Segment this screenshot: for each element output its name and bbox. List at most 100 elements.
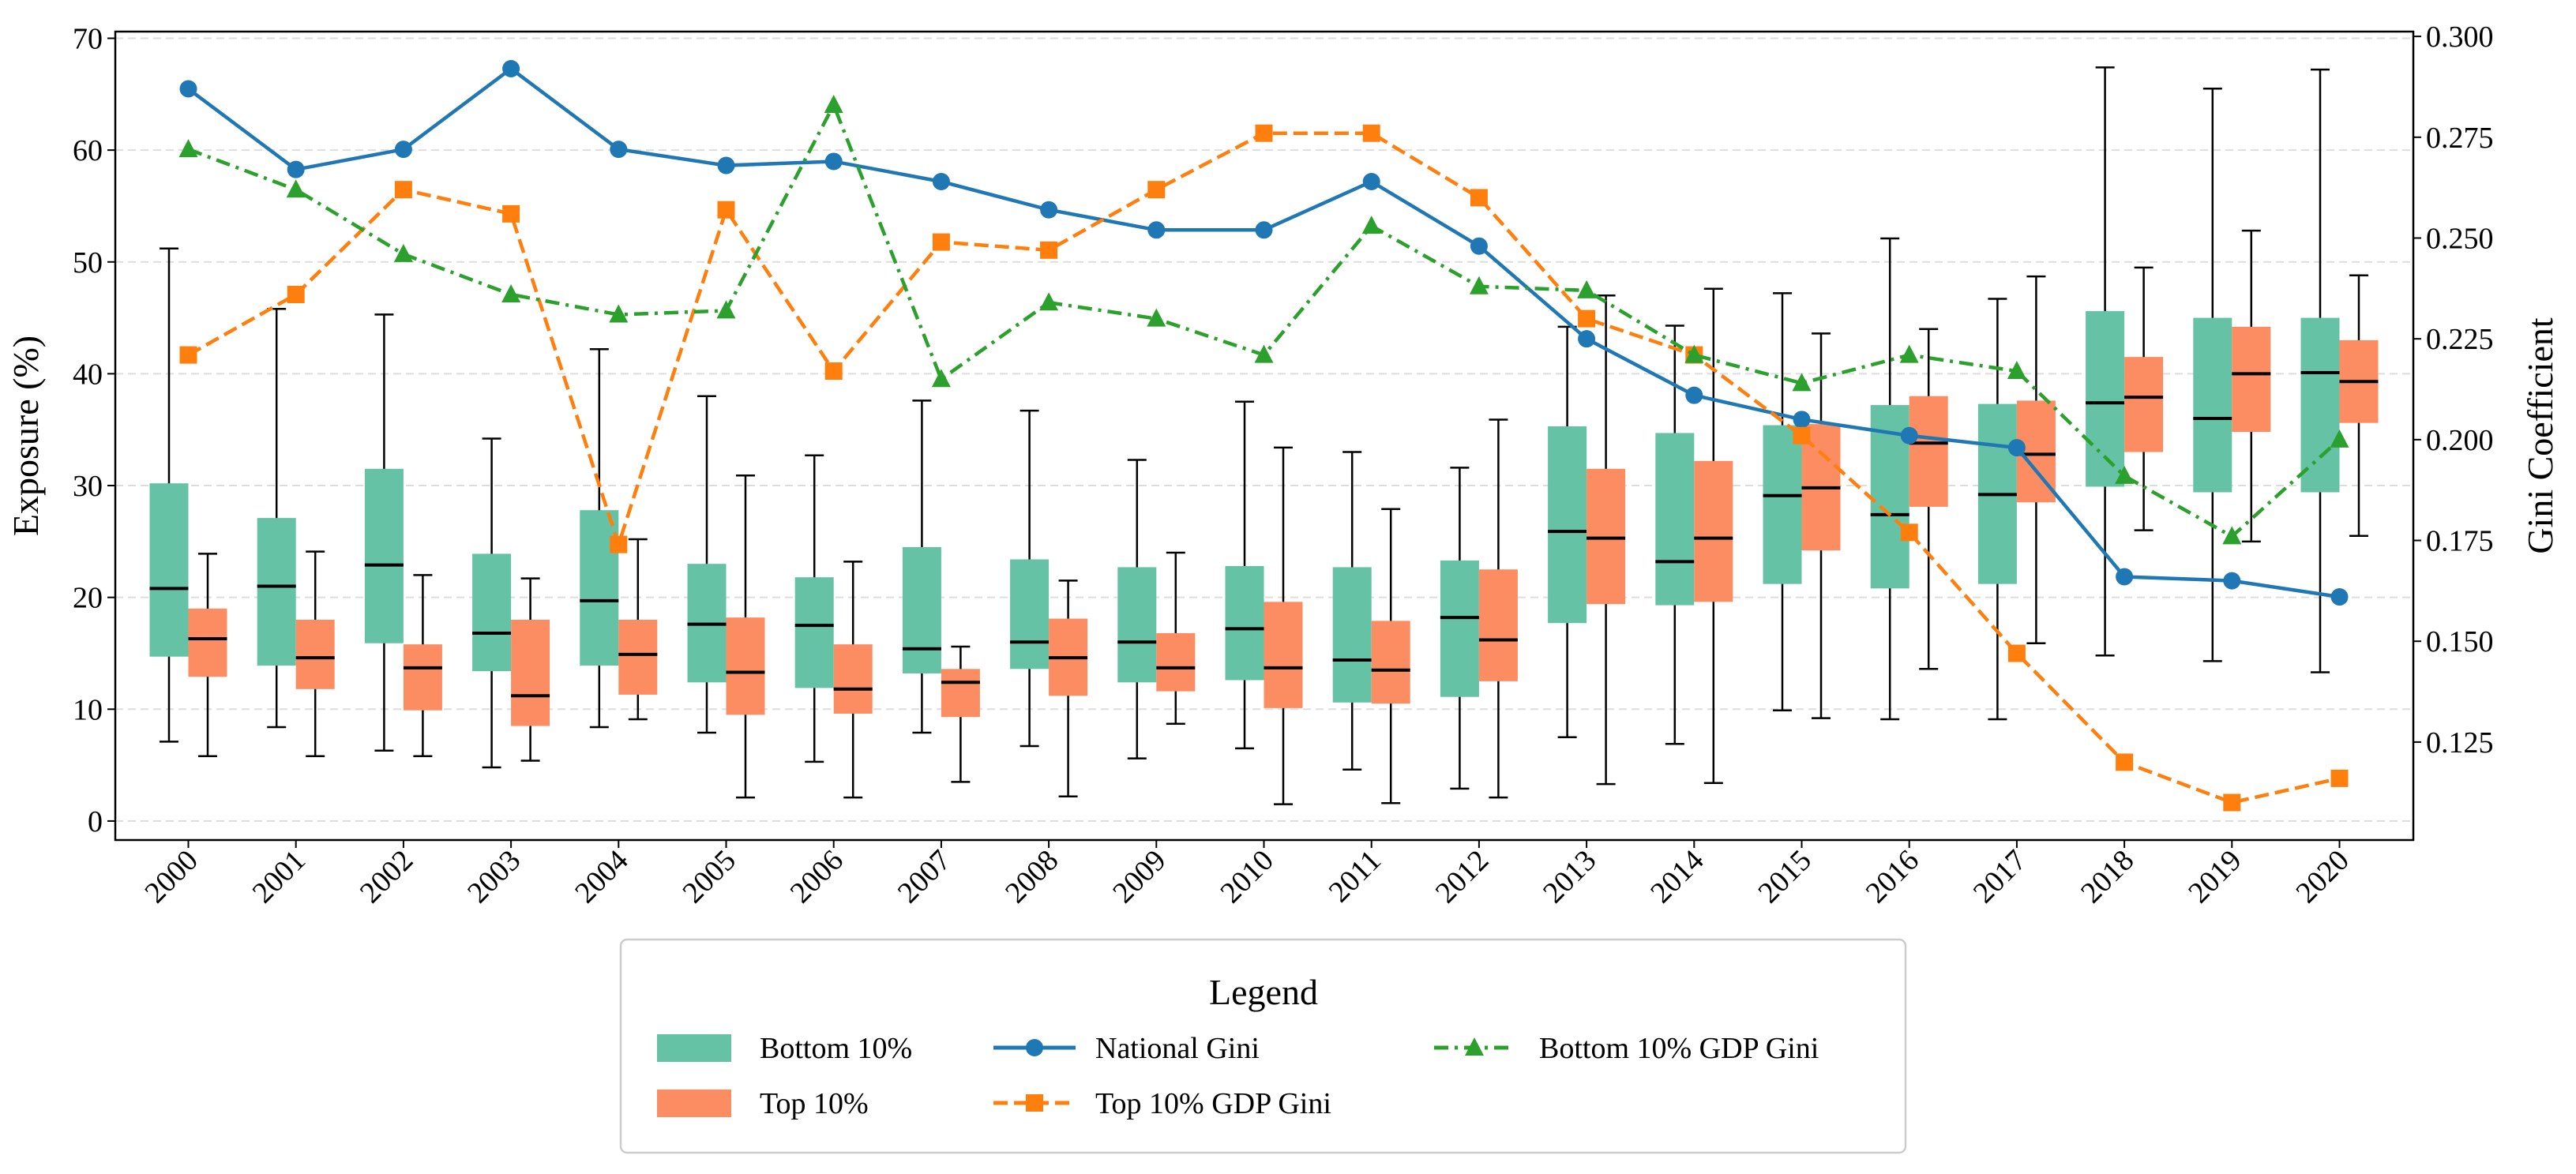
box-iqr [1010, 559, 1050, 670]
legend-marker-circle [1026, 1039, 1043, 1056]
marker-point [178, 139, 198, 158]
box-iqr [403, 644, 442, 711]
y2-tick-label: 0.225 [2426, 323, 2494, 356]
box-bottom-10 [149, 247, 189, 743]
box-top-10 [2124, 266, 2164, 531]
marker-point [2007, 361, 2026, 380]
x-tick-label: 2020 [2289, 844, 2355, 910]
gini-lines [178, 59, 2349, 812]
marker-point [824, 152, 843, 171]
marker-point [394, 141, 412, 159]
box-iqr [1909, 396, 1948, 507]
marker-point [287, 285, 305, 303]
box-bottom-10 [794, 454, 834, 763]
marker-point [502, 204, 520, 223]
legend-label: Top 10% GDP Gini [1095, 1087, 1331, 1120]
marker-point [1147, 308, 1166, 327]
box-top-10 [1371, 508, 1410, 805]
box-top-10 [1049, 579, 1088, 798]
y-tick-label: 50 [73, 246, 103, 279]
marker-point [287, 160, 305, 178]
box-top-10 [1264, 446, 1303, 805]
box-iqr [1478, 569, 1518, 681]
box-bottom-10 [1332, 451, 1372, 771]
x-tick-label: 2001 [246, 844, 312, 910]
box-iqr [1655, 433, 1695, 606]
marker-point [2222, 526, 2242, 545]
box-top-10 [1156, 551, 1196, 725]
box-top-10 [1801, 332, 1841, 719]
marker-point [179, 346, 197, 364]
marker-point [1469, 276, 1489, 294]
box-iqr [902, 546, 941, 673]
marker-point [1147, 181, 1166, 199]
y-tick-label: 60 [73, 134, 103, 167]
x-tick-label: 2011 [1323, 844, 1388, 909]
marker-point [1254, 344, 1274, 363]
marker-point [1470, 189, 1488, 207]
y-tick-label: 70 [73, 22, 103, 55]
box-iqr [1156, 632, 1196, 692]
y2-tick-label: 0.275 [2426, 122, 2494, 155]
marker-point [717, 201, 735, 219]
box-iqr [1225, 566, 1264, 681]
x-tick-label: 2006 [784, 844, 850, 910]
box-top-10 [2339, 274, 2379, 538]
marker-point [1147, 221, 1166, 239]
marker-point [824, 362, 843, 381]
box-top-10 [403, 574, 442, 758]
box-iqr [188, 608, 227, 677]
box-iqr [580, 510, 619, 666]
y-tick-label: 0 [88, 805, 103, 838]
marker-point [2330, 429, 2349, 448]
y2-tick-label: 0.200 [2426, 424, 2494, 457]
marker-point [2115, 465, 2135, 484]
marker-point [1793, 426, 1811, 444]
legend-title: Legend [1209, 972, 1318, 1012]
x-tick-label: 2005 [676, 844, 742, 910]
box-iqr [726, 617, 765, 715]
box-bottom-10 [1225, 400, 1264, 750]
marker-point [1255, 124, 1273, 142]
marker-point [2116, 568, 2134, 586]
marker-point [286, 179, 306, 198]
box-iqr [472, 553, 512, 672]
marker-point [716, 300, 736, 319]
box-iqr [794, 577, 834, 688]
y2-tick-label: 0.175 [2426, 525, 2494, 558]
y2-tick-label: 0.150 [2426, 625, 2494, 658]
box-bottom-10 [257, 307, 296, 729]
box-top-10 [1909, 328, 1948, 670]
legend-label: National Gini [1095, 1032, 1260, 1065]
box-iqr [295, 619, 335, 689]
legend-marker-triangle [1465, 1037, 1484, 1056]
x-tick-label: 2007 [892, 844, 957, 910]
box-iqr [1332, 567, 1372, 703]
marker-point [2223, 793, 2241, 812]
box-iqr [833, 644, 873, 714]
y2-axis-label: Gini Coefficient [2520, 317, 2560, 554]
x-tick-label: 2004 [569, 844, 634, 910]
y-tick-label: 30 [73, 470, 103, 503]
marker-point [1577, 279, 1597, 298]
box-iqr [364, 468, 404, 643]
marker-point [609, 304, 629, 323]
box-top-10 [1478, 418, 1518, 799]
legend: Legend Bottom 10% Top 10% National Gini … [619, 938, 1907, 1154]
marker-point [932, 233, 950, 251]
plot-frame [114, 30, 2415, 842]
box-top-10 [1587, 294, 1626, 786]
marker-point [502, 59, 520, 77]
marker-point [2007, 644, 2026, 662]
box-top-10 [511, 577, 550, 762]
y-tick-label: 10 [73, 693, 103, 726]
box-top-10 [726, 474, 765, 799]
x-tick-label: 2017 [1967, 844, 2033, 910]
box-top-10 [188, 553, 227, 758]
marker-point [932, 172, 950, 190]
box-iqr [1763, 425, 1802, 584]
box-iqr [1548, 426, 1587, 624]
x-tick-label: 2003 [461, 844, 527, 910]
box-iqr [2086, 311, 2125, 487]
x-tick-label: 2009 [1106, 844, 1172, 910]
